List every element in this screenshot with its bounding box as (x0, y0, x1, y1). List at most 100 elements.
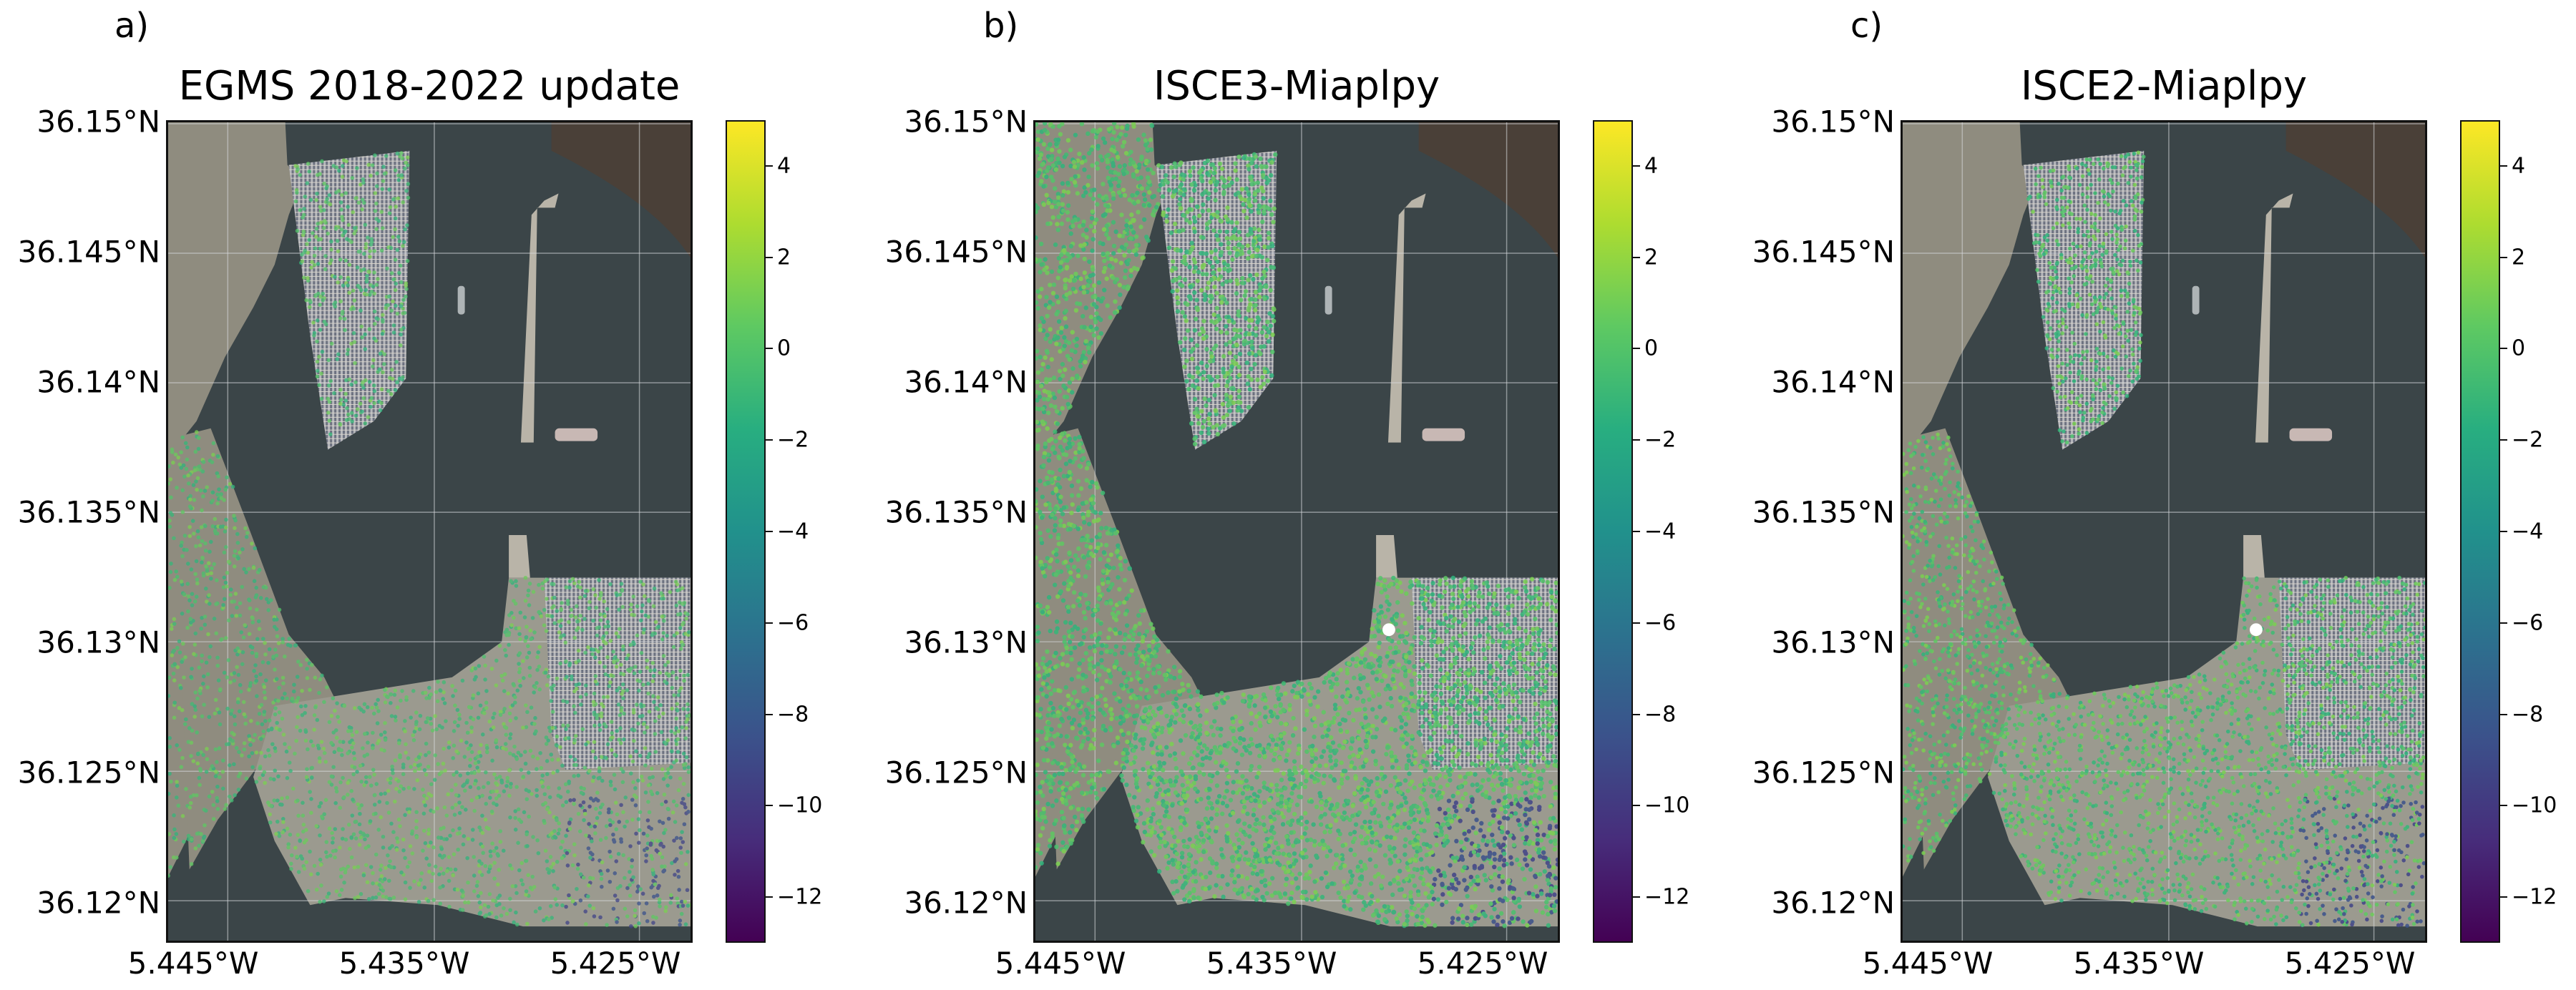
velocity-point (1094, 161, 1100, 166)
velocity-point (1221, 184, 1226, 189)
velocity-point (352, 756, 357, 761)
velocity-point (582, 594, 587, 599)
velocity-point (1501, 681, 1506, 686)
velocity-point (1226, 240, 1231, 245)
velocity-point (631, 780, 635, 785)
velocity-point (186, 609, 190, 614)
velocity-point (1244, 315, 1249, 321)
velocity-point (1204, 755, 1209, 760)
velocity-point (688, 713, 691, 717)
velocity-point (1437, 790, 1442, 795)
velocity-point (1157, 760, 1162, 765)
velocity-point (590, 839, 594, 843)
velocity-point (605, 868, 610, 873)
velocity-point (298, 838, 302, 843)
velocity-point (316, 368, 320, 373)
velocity-point (296, 833, 301, 837)
velocity-point (486, 904, 491, 909)
velocity-point (203, 614, 208, 619)
velocity-point (396, 840, 400, 844)
velocity-point (1075, 162, 1080, 168)
velocity-point (366, 162, 371, 167)
velocity-point (1369, 652, 1374, 657)
velocity-point (1332, 778, 1337, 783)
velocity-point (1151, 750, 1156, 755)
velocity-point (608, 582, 613, 587)
velocity-point (592, 824, 597, 829)
velocity-point (524, 725, 529, 730)
velocity-point (182, 839, 186, 844)
velocity-point (1456, 619, 1462, 624)
ship (1324, 285, 1332, 315)
velocity-point (268, 820, 273, 825)
velocity-point (215, 471, 220, 476)
map-image[interactable] (166, 120, 693, 943)
velocity-point (524, 858, 528, 863)
velocity-point (306, 888, 311, 893)
velocity-point (234, 614, 238, 618)
velocity-point (621, 810, 625, 815)
velocity-point (1330, 765, 1335, 770)
velocity-point (424, 720, 429, 725)
velocity-point (547, 871, 551, 875)
velocity-point (636, 884, 640, 888)
velocity-point (317, 756, 322, 760)
velocity-point (368, 249, 372, 253)
velocity-point (1435, 761, 1441, 766)
velocity-point (678, 918, 683, 923)
velocity-point (195, 730, 199, 735)
velocity-point (572, 758, 577, 762)
velocity-point (401, 787, 406, 791)
velocity-point (414, 710, 419, 715)
velocity-point (676, 788, 681, 793)
velocity-point (1462, 576, 1468, 582)
velocity-point (1080, 193, 1086, 198)
velocity-point (1127, 197, 1132, 202)
velocity-point (641, 831, 646, 836)
velocity-point (1229, 180, 1234, 185)
velocity-point (343, 398, 348, 403)
velocity-point (350, 745, 354, 750)
velocity-point (364, 775, 369, 780)
velocity-point (1141, 132, 1146, 137)
velocity-point (296, 813, 301, 818)
velocity-point (424, 773, 429, 777)
velocity-point (1208, 358, 1213, 364)
velocity-point (414, 825, 419, 830)
velocity-point (1053, 506, 1058, 511)
velocity-point (555, 734, 560, 739)
velocity-point (310, 662, 314, 667)
velocity-point (371, 364, 375, 369)
velocity-point (213, 711, 218, 716)
velocity-point (1375, 582, 1380, 587)
velocity-point (1065, 217, 1070, 222)
velocity-point (1224, 371, 1230, 376)
velocity-point (572, 802, 576, 806)
velocity-point (510, 703, 515, 707)
velocity-point (1363, 903, 1368, 908)
velocity-point (499, 913, 504, 918)
velocity-point (639, 651, 644, 655)
velocity-point (650, 914, 655, 919)
velocity-point (254, 780, 259, 784)
velocity-point (401, 837, 406, 842)
velocity-point (1406, 825, 1412, 830)
map-image[interactable] (1033, 120, 1560, 943)
velocity-point (669, 765, 673, 769)
velocity-point (468, 758, 472, 762)
velocity-point (635, 702, 639, 707)
velocity-point (550, 916, 554, 920)
velocity-point (186, 481, 191, 486)
velocity-point (1259, 330, 1264, 335)
velocity-point (465, 730, 470, 735)
velocity-point (564, 727, 568, 732)
velocity-point (538, 750, 542, 755)
velocity-point (391, 830, 396, 834)
velocity-point (303, 738, 308, 743)
velocity-point (371, 383, 376, 388)
velocity-point (1067, 436, 1073, 441)
velocity-point (1171, 665, 1177, 670)
velocity-point (322, 218, 327, 223)
velocity-point (547, 725, 552, 730)
velocity-point (1065, 137, 1071, 143)
